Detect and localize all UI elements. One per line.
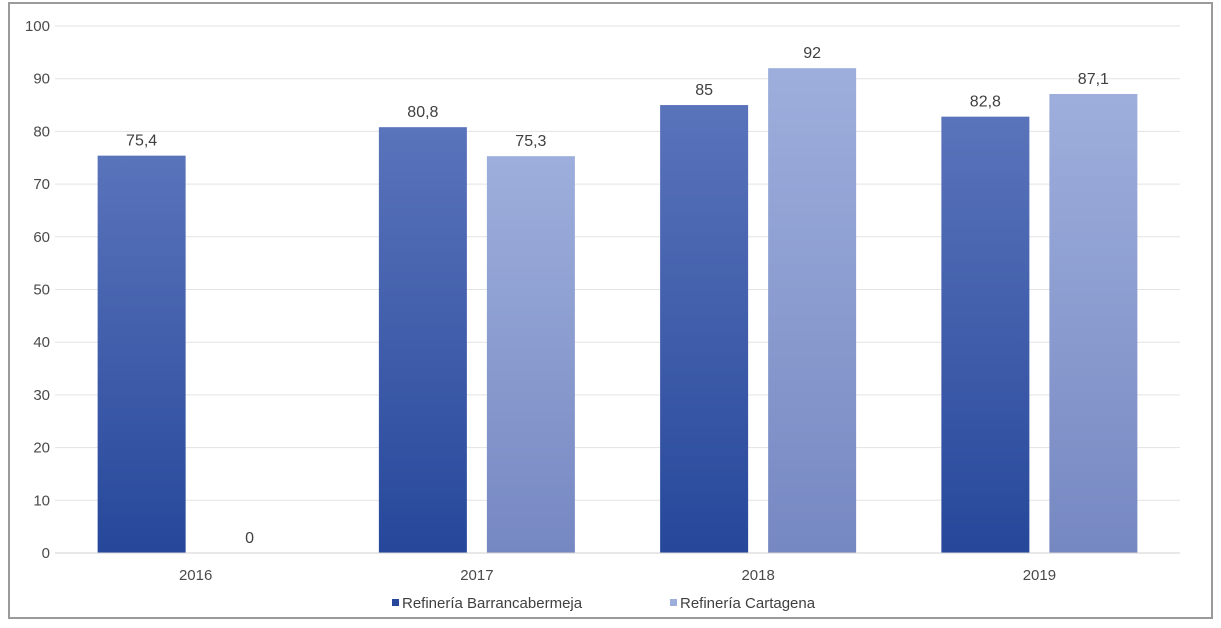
data-label: 75,4	[126, 133, 157, 150]
y-tick-label: 0	[42, 545, 50, 562]
y-tick-label: 70	[33, 176, 50, 193]
data-label: 85	[695, 82, 713, 99]
data-label: 80,8	[407, 104, 438, 121]
legend-label: Refinería Cartagena	[680, 595, 816, 612]
bar-refinería-cartagena-2018	[768, 68, 857, 553]
y-tick-label: 90	[33, 71, 50, 88]
data-label: 75,3	[515, 133, 546, 150]
data-label: 0	[245, 530, 254, 547]
legend-label: Refinería Barrancabermeja	[402, 595, 583, 612]
y-tick-label: 30	[33, 387, 50, 404]
y-tick-label: 60	[33, 229, 50, 246]
x-tick-label: 2017	[460, 567, 493, 584]
data-label: 82,8	[970, 94, 1001, 111]
legend-swatch	[670, 599, 677, 606]
bar-refinería-barrancabermeja-2017	[378, 127, 467, 554]
data-label: 87,1	[1078, 71, 1109, 88]
bar-refinería-barrancabermeja-2018	[660, 105, 749, 554]
x-tick-label: 2016	[179, 567, 212, 584]
y-tick-label: 100	[25, 18, 50, 35]
bar-refinería-cartagena-2019	[1049, 93, 1138, 553]
y-tick-label: 80	[33, 123, 50, 140]
legend-swatch	[392, 599, 399, 606]
x-tick-label: 2018	[741, 567, 774, 584]
y-tick-label: 20	[33, 440, 50, 457]
bar-refinería-cartagena-2017	[486, 156, 575, 553]
y-tick-label: 40	[33, 334, 50, 351]
x-tick-label: 2019	[1023, 567, 1056, 584]
bar-refinería-barrancabermeja-2019	[941, 116, 1030, 554]
y-tick-label: 50	[33, 282, 50, 299]
y-tick-label: 10	[33, 492, 50, 509]
bar-refinería-barrancabermeja-2016	[97, 155, 186, 553]
data-label: 92	[803, 45, 821, 62]
